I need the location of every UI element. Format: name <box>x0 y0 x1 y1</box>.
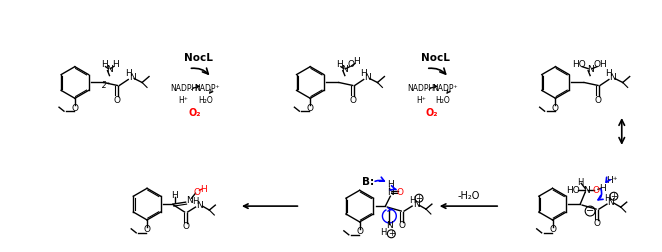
Text: O: O <box>552 104 559 113</box>
Text: +: + <box>610 192 617 201</box>
Text: H: H <box>354 57 360 66</box>
Text: N: N <box>196 201 203 210</box>
Text: N: N <box>583 186 590 195</box>
Text: NADP⁺: NADP⁺ <box>432 84 457 93</box>
Text: N: N <box>106 65 113 74</box>
Text: HO: HO <box>567 186 580 195</box>
Text: H: H <box>200 185 207 194</box>
Text: O: O <box>350 96 356 105</box>
Text: N: N <box>412 200 420 209</box>
Text: H: H <box>604 194 610 203</box>
Text: H⁺: H⁺ <box>179 96 189 105</box>
Text: H⁺: H⁺ <box>606 176 618 185</box>
Text: O: O <box>594 219 600 228</box>
Text: -H₂O: -H₂O <box>457 191 480 201</box>
Text: H: H <box>600 184 606 193</box>
Text: N: N <box>587 65 594 74</box>
Text: O: O <box>144 225 150 234</box>
Text: NADP⁺: NADP⁺ <box>195 84 220 93</box>
Text: O: O <box>399 222 406 230</box>
Text: NADPH: NADPH <box>170 84 197 93</box>
Text: H: H <box>171 191 178 200</box>
Text: O: O <box>594 96 602 105</box>
Text: *: * <box>107 82 110 87</box>
Text: N: N <box>386 222 393 230</box>
Text: N: N <box>364 73 371 82</box>
Text: N: N <box>342 65 348 74</box>
Text: H₂O: H₂O <box>198 96 213 105</box>
Text: H: H <box>577 178 583 187</box>
Text: H: H <box>193 197 199 206</box>
Text: H₂O: H₂O <box>436 96 450 105</box>
Text: H: H <box>112 60 118 69</box>
Text: O: O <box>114 96 121 105</box>
Text: H: H <box>336 60 344 69</box>
Text: OH: OH <box>593 60 607 69</box>
Text: O₂: O₂ <box>426 108 438 118</box>
Text: +: + <box>416 194 422 203</box>
Text: +: + <box>388 229 395 238</box>
Text: O: O <box>182 222 189 231</box>
Text: O: O <box>592 186 600 195</box>
Text: N: N <box>186 196 193 205</box>
Text: O₂: O₂ <box>188 108 201 118</box>
Text: NocL: NocL <box>422 53 450 63</box>
Text: N: N <box>608 198 614 207</box>
Text: NocL: NocL <box>184 53 213 63</box>
Text: O: O <box>397 188 404 197</box>
Text: N: N <box>129 73 136 82</box>
Text: H: H <box>380 228 387 237</box>
Text: O: O <box>549 225 556 234</box>
Text: H: H <box>125 69 132 78</box>
Text: 2: 2 <box>102 81 107 90</box>
Text: H: H <box>387 180 394 189</box>
Text: H: H <box>360 69 367 78</box>
Text: N: N <box>387 188 394 197</box>
Text: O: O <box>307 104 314 113</box>
Text: H⁺: H⁺ <box>416 96 426 105</box>
Text: O: O <box>348 60 354 69</box>
Text: O: O <box>356 227 363 236</box>
Text: O: O <box>194 188 201 197</box>
Text: HO: HO <box>573 60 586 69</box>
Text: −: − <box>586 206 594 216</box>
Text: B:: B: <box>361 177 373 187</box>
Text: NADPH: NADPH <box>407 84 435 93</box>
Text: N: N <box>610 73 616 82</box>
Text: O: O <box>71 104 78 113</box>
Text: H: H <box>101 60 108 69</box>
Text: H: H <box>606 69 612 78</box>
Text: H: H <box>409 196 415 205</box>
